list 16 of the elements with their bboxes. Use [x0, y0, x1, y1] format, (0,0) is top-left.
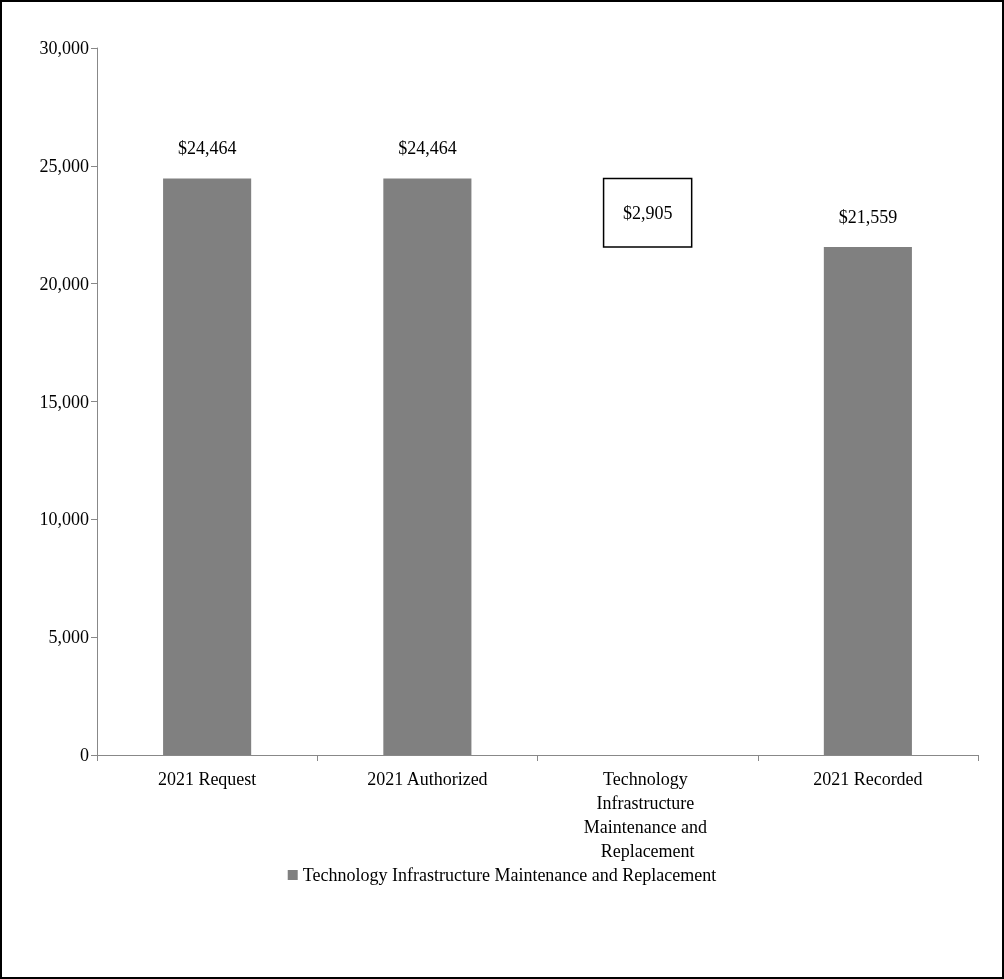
y-tick-label: 5,000	[48, 627, 89, 648]
x-tick-label: 2021 Recorded	[813, 769, 923, 789]
x-tick-label: Technology Infrastructure Maintenance and Replacement	[583, 769, 712, 861]
x-tick-label: 2021 Authorized	[367, 769, 488, 789]
data-label: $21,559	[838, 206, 898, 227]
y-tick-label: 25,000	[39, 155, 89, 176]
y-tick-label: 20,000	[39, 273, 89, 294]
y-tick-label: 30,000	[39, 38, 89, 58]
data-label: $2,905	[622, 202, 673, 223]
y-tick-label: 0	[80, 745, 89, 765]
legend-label: Technology Infrastructure Maintenance and Replacement	[302, 865, 717, 885]
data-label: $24,464	[177, 138, 237, 159]
x-tick-label: 2021 Request	[157, 769, 257, 789]
y-tick-label: 15,000	[39, 391, 89, 412]
data-label: $24,464	[398, 138, 457, 159]
y-tick-label: 10,000	[39, 509, 89, 530]
